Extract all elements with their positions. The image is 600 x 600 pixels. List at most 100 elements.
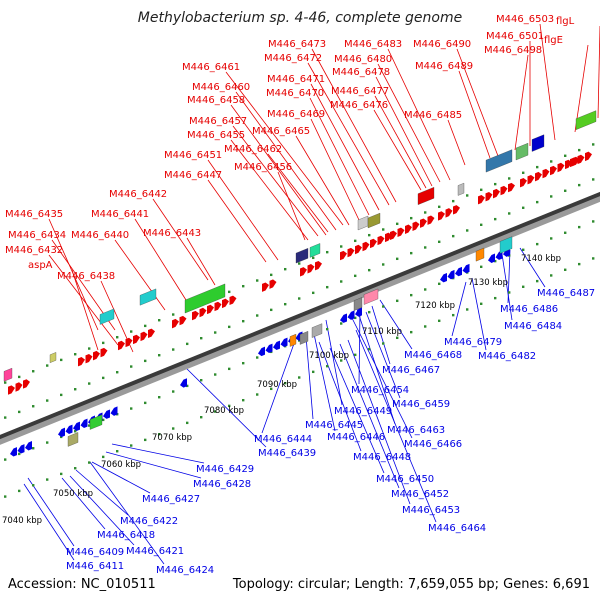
track-dot: [298, 376, 301, 379]
gene-arrow: [355, 307, 362, 317]
gene-label-top: M446_6443: [143, 228, 201, 239]
track-dot: [130, 365, 133, 368]
track-dot: [340, 322, 343, 325]
track-dot: [438, 240, 441, 244]
gene-label-bottom: M446_6467: [382, 365, 440, 376]
leader-line: [310, 83, 380, 211]
track-dot: [410, 330, 413, 334]
track-dot: [88, 382, 91, 385]
gene-arrow: [362, 241, 370, 252]
track-dot: [522, 248, 525, 251]
track-dot: [102, 418, 105, 422]
track-dot: [592, 178, 595, 181]
track-dot: [382, 263, 385, 266]
gene-label-top: M446_6471: [267, 74, 325, 85]
leader-line: [318, 341, 362, 452]
gene-arrow: [110, 406, 118, 416]
gene-label-top: M446_6465: [252, 126, 310, 137]
track-dot: [396, 299, 399, 303]
gene-label-top: M446_6469: [267, 109, 325, 120]
track-dot: [32, 484, 35, 487]
track-dot: [242, 284, 245, 288]
track-dot: [368, 268, 371, 272]
gene-label-top: M446_6503: [496, 14, 554, 25]
gene-label-bottom: M446_6448: [353, 452, 411, 463]
leader-line: [471, 277, 487, 351]
leader-line: [152, 198, 209, 281]
gene-arrow: [229, 295, 237, 306]
leader-line: [325, 319, 343, 406]
track-dot: [452, 199, 455, 203]
gene-label-bottom: M446_6428: [193, 479, 251, 490]
gene-arrow: [118, 340, 125, 351]
gene-label-bottom: M446_6464: [428, 523, 486, 534]
track-dot: [298, 262, 301, 265]
track-dot: [158, 319, 161, 322]
track-dot: [186, 342, 189, 346]
gene-arrow: [103, 409, 110, 419]
gene-box: [3, 367, 13, 382]
genome-title: Methylobacterium sp. 4-46, complete geno…: [137, 10, 463, 26]
track-dot: [578, 225, 581, 229]
leader-line: [111, 443, 205, 464]
scale-label: 7110 kbp: [362, 327, 402, 337]
track-dot: [144, 324, 147, 328]
gene-box: [367, 212, 381, 229]
gene-arrow: [315, 261, 322, 271]
leader-line: [69, 475, 135, 546]
genome-backbone-shadow: [0, 192, 600, 445]
track-dot: [354, 353, 357, 357]
gene-label-top: M446_6470: [266, 88, 324, 99]
scale-label: 7050 kbp: [53, 489, 93, 499]
gene-label-top: M446_6438: [57, 271, 115, 282]
track-dot: [284, 302, 287, 306]
track-dot: [340, 280, 343, 283]
gene-arrow: [500, 185, 508, 196]
track-dot: [592, 143, 595, 146]
track-dot: [466, 229, 469, 232]
track-dot: [228, 367, 231, 371]
leader-line: [230, 139, 309, 241]
track-dot: [46, 399, 49, 402]
track-dot: [214, 410, 217, 413]
track-dot: [312, 256, 315, 260]
leader-line: [365, 311, 401, 399]
gene-label-bottom: M446_6418: [97, 530, 155, 541]
gene-label-bottom: M446_6479: [444, 337, 502, 348]
track-dot: [522, 206, 525, 209]
track-dot: [270, 308, 273, 312]
gene-box: [353, 297, 363, 311]
leader-line: [61, 477, 106, 530]
track-dot: [536, 165, 539, 169]
gene-box: [67, 432, 79, 447]
track-dot: [172, 313, 175, 316]
track-dot: [550, 195, 553, 198]
gene-label-bottom: M446_6452: [391, 489, 449, 500]
gene-label-bottom: M446_6449: [334, 406, 392, 417]
track-dot: [396, 222, 399, 226]
gene-label-bottom: M446_6446: [327, 432, 385, 443]
track-dot: [256, 314, 259, 317]
track-dot: [88, 424, 91, 427]
track-dot: [396, 336, 399, 340]
gene-label-top: M446_6478: [332, 67, 390, 78]
track-dot: [396, 257, 399, 261]
gene-label-bottom: M446_6444: [254, 434, 312, 445]
track-dot: [242, 361, 245, 365]
gene-arrow: [125, 337, 133, 348]
gene-label-top: M446_6451: [164, 150, 222, 161]
track-dot: [564, 231, 567, 234]
track-dot: [130, 330, 133, 333]
leader-line: [75, 469, 129, 516]
track-dot: [60, 435, 63, 439]
gene-arrow: [478, 194, 485, 205]
track-dot: [186, 384, 189, 388]
gene-arrow: [307, 264, 315, 274]
gene-box: [311, 323, 323, 338]
track-dot: [438, 205, 441, 209]
gene-label-bottom: M446_6482: [478, 351, 536, 362]
track-dot: [74, 388, 77, 391]
gene-arrow: [58, 427, 65, 438]
track-dot: [312, 370, 315, 374]
